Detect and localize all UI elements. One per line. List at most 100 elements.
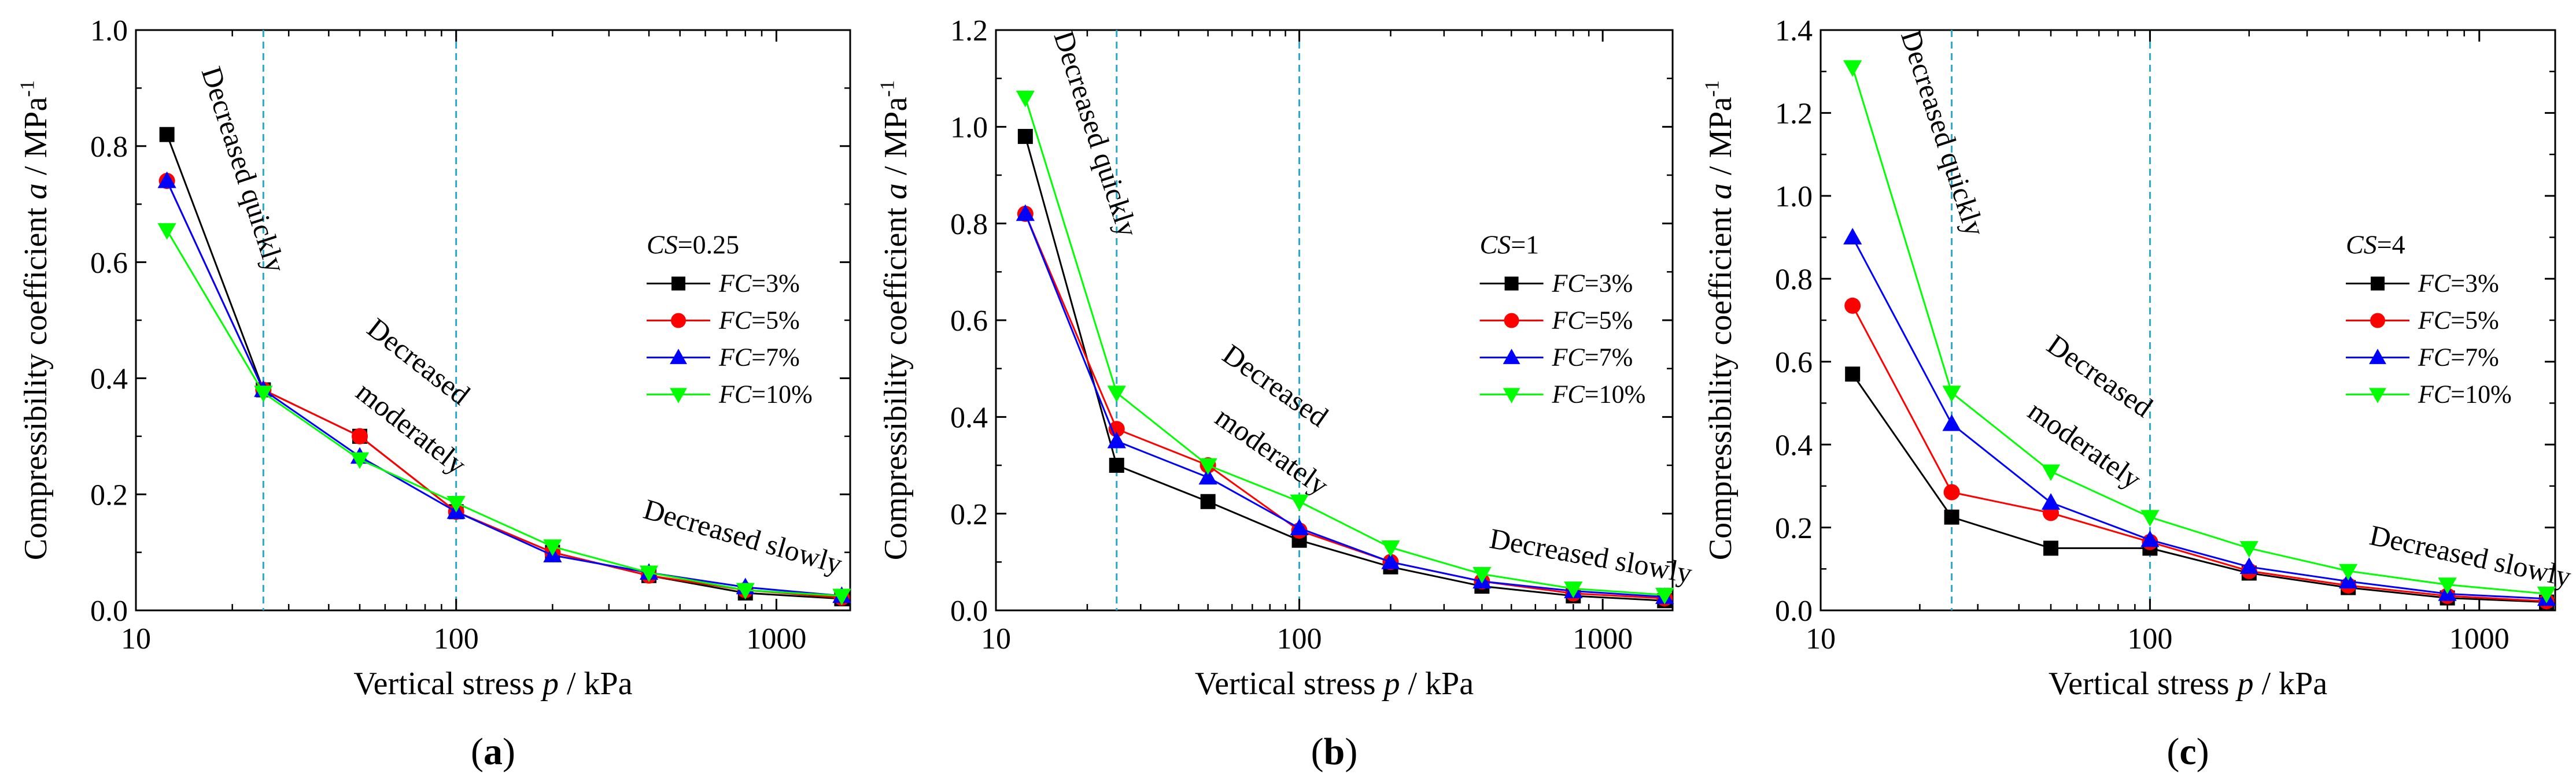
data-point [1655,587,1674,605]
legend-marker [671,313,687,328]
y-tick-label: 0.4 [1775,429,1813,462]
x-tick-label: 1000 [2449,623,2509,655]
y-tick-label: 1.0 [90,14,128,47]
series-line [1024,213,1665,598]
data-point [2239,557,2258,574]
data-point [1943,484,1960,501]
series-line [1024,97,1665,596]
data-point [157,171,176,188]
annotation-decreased-quickly: Decreased quickly [1047,27,1145,240]
data-point [1200,494,1216,509]
y-axis-label: Compressibility coefficient a / MPa-1 [1701,80,1739,560]
legend-entry-fc-10: FC=10% [2418,380,2512,409]
y-tick-label: 0.2 [950,498,988,531]
x-tick-label: 10 [121,623,151,655]
data-point [639,565,659,583]
series-line [1024,136,1665,602]
data-point [832,588,851,606]
legend-marker [1504,313,1519,328]
panel-label: (b) [1311,731,1358,773]
y-tick-label: 0.8 [90,131,128,164]
y-tick-label: 1.0 [950,112,988,145]
legend-marker [1503,388,1520,403]
legend-entry-fc-7: FC=7% [1552,343,1633,372]
legend-marker [1503,349,1520,364]
data-point [1017,129,1033,145]
data-point [2239,541,2258,558]
data-point [1472,566,1492,584]
x-tick-label: 100 [434,623,479,655]
y-tick-label: 0.0 [950,595,988,628]
data-point [2043,540,2058,556]
x-axis-label: Vertical stress p / kPa [2049,666,2327,702]
annotation-decreased-quickly: Decreased quickly [1895,26,1992,240]
y-tick-label: 1.2 [1775,98,1813,131]
series-line [1851,67,2547,595]
series-fc-10 [1843,60,2556,603]
data-point [1942,386,1961,402]
data-point [1198,458,1217,475]
x-tick-label: 100 [1277,623,1322,655]
data-point [1016,204,1035,221]
y-tick-label: 0.2 [1775,512,1813,545]
y-tick-label: 0.6 [90,247,128,280]
data-point [1290,494,1309,512]
y-tick-label: 0.8 [1775,263,1813,296]
legend-title: CS=1 [1480,230,1540,260]
data-point [1564,581,1583,598]
x-tick-label: 1000 [1573,623,1633,655]
legend-title: CS=0.25 [647,230,739,260]
data-point [350,452,370,469]
data-point [1942,414,1961,431]
data-point [2140,510,2160,527]
legend-entry-fc-7: FC=7% [718,343,800,372]
y-tick-label: 0.8 [950,208,988,241]
x-tick-label: 100 [2127,623,2172,655]
y-tick-label: 0.0 [90,595,128,628]
data-point [2339,564,2358,581]
panel-a: 0.0 0.2 0.4 0.6 0.8 1.0 10 100 1000 Vertical stre… [16,14,851,773]
y-axis-label: Compressibility coefficient a / MPa-1 [16,80,54,560]
legend-marker [1504,276,1519,291]
series-line [1851,305,2547,602]
legend-entry-fc-10: FC=10% [1552,380,1646,409]
x-tick-label: 10 [981,623,1011,655]
series-line [166,229,842,597]
y-tick-label: 0.2 [90,479,128,512]
series-fc-7 [1016,204,1674,604]
legend-marker [671,276,686,291]
legend-entry-fc-3: FC=3% [1552,269,1633,298]
data-point [1016,90,1035,108]
data-point [1107,431,1126,449]
legend-entry-fc-3: FC=3% [2418,269,2499,298]
panel-label: (c) [2167,731,2209,773]
annotation-decreased-quickly: Decreased quickly [195,62,293,276]
data-point [1198,468,1217,485]
y-tick-label: 1.2 [950,14,988,47]
data-point [1944,509,1959,525]
legend-marker [2370,313,2386,328]
data-point [1843,228,1862,244]
x-axis-label: Vertical stress p / kPa [1195,666,1474,702]
data-point [446,495,466,513]
legend-entry-fc-3: FC=3% [718,269,800,298]
data-point [543,539,562,556]
data-point [2041,464,2061,481]
panel-b: 0.0 0.2 0.4 0.6 0.8 1.0 1.2 10 100 1000 Vertical s… [876,14,1695,773]
legend-marker [2369,388,2386,403]
series-fc-10 [1016,90,1674,605]
data-point [1109,458,1124,473]
data-point [1381,540,1400,557]
series-line [1851,236,2547,600]
data-point [1845,366,1861,382]
legend-entry-fc-5: FC=5% [718,306,800,335]
y-tick-label: 0.0 [1775,595,1813,628]
y-tick-label: 0.4 [90,363,128,396]
y-tick-label: 0.6 [950,305,988,338]
legend-title: CS=4 [2346,230,2405,260]
data-point [159,127,175,142]
data-point [1107,386,1126,402]
y-tick-label: 0.6 [1775,346,1813,379]
legend-marker [670,388,687,403]
legend-entry-fc-5: FC=5% [2418,306,2499,335]
